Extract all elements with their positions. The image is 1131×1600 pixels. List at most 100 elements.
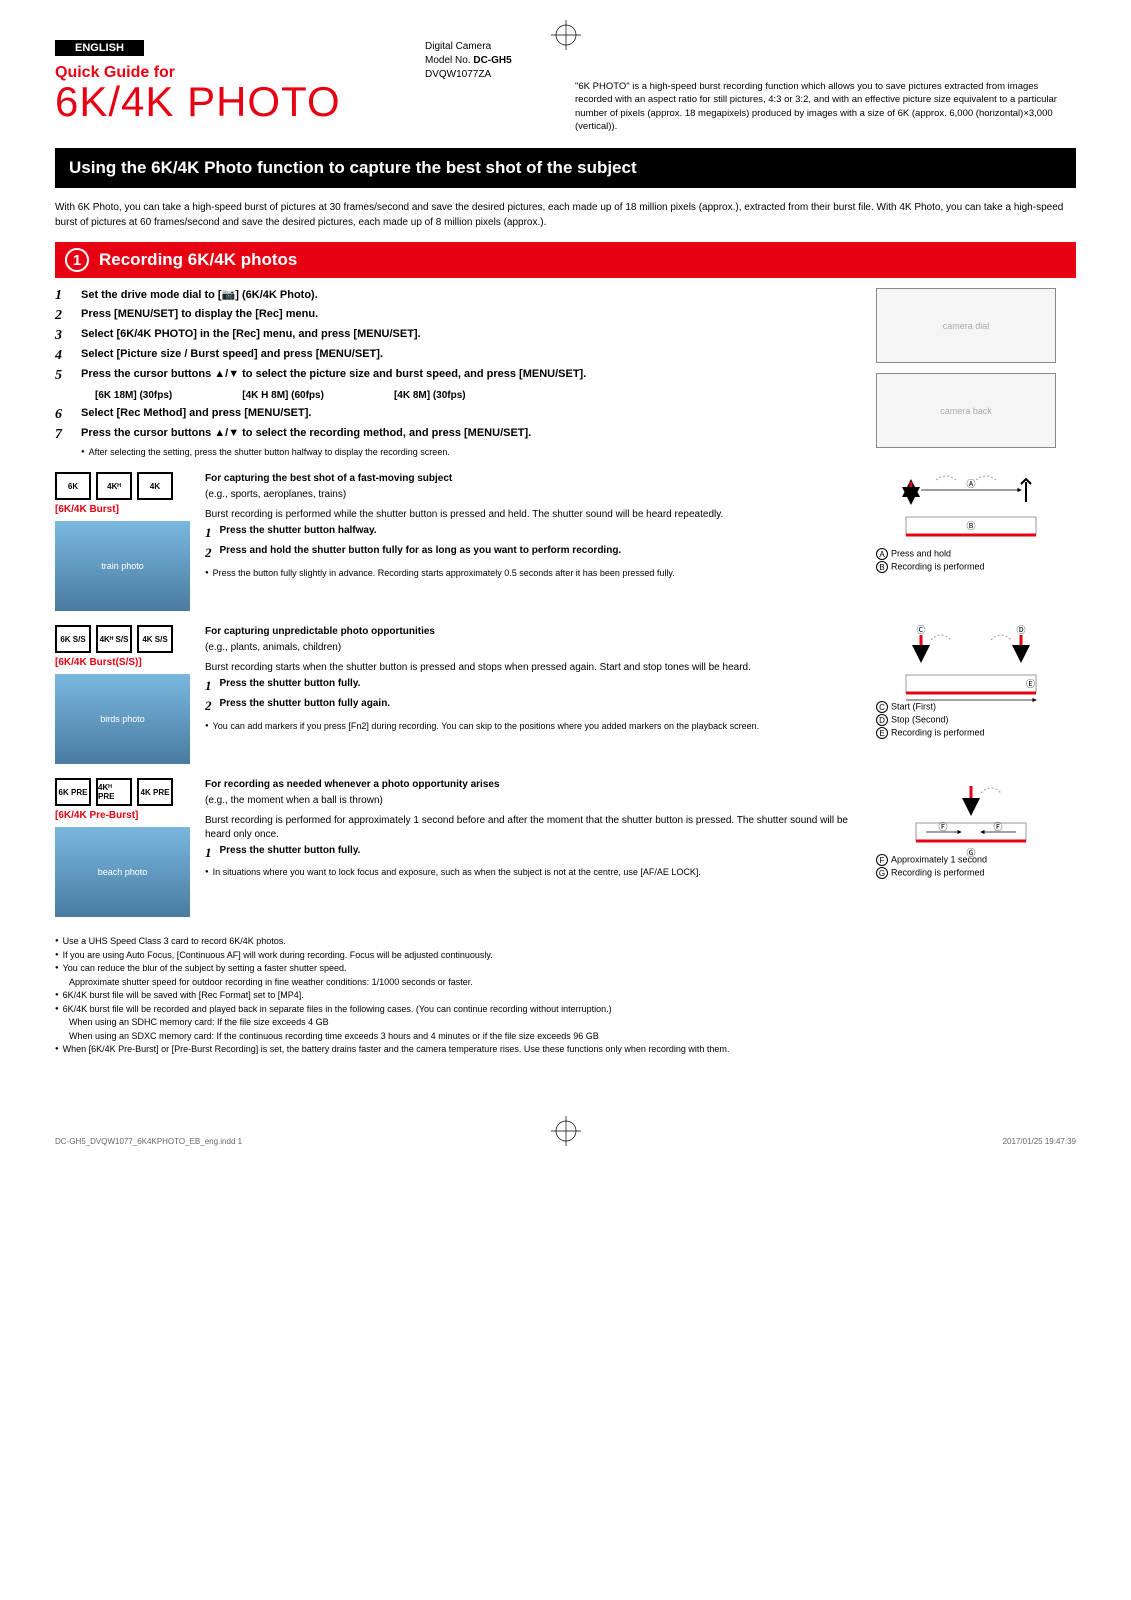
mode-thumbnail: beach photo	[55, 827, 190, 917]
svg-text:Ⓔ: Ⓔ	[1026, 679, 1035, 689]
mode-icon: 4K S/S	[137, 625, 173, 653]
svg-text:Ⓕ: Ⓕ	[938, 822, 947, 832]
mode-description: Burst recording is performed for approxi…	[205, 814, 861, 842]
mode-description: Burst recording starts when the shutter …	[205, 661, 861, 675]
section-heading-recording: 1 Recording 6K/4K photos	[55, 242, 1076, 278]
mode-substep: 2Press the shutter button fully again.	[205, 697, 861, 715]
footnote: If you are using Auto Focus, [Continuous…	[55, 949, 1076, 963]
step-2: 2 Press [MENU/SET] to display the [Rec] …	[55, 308, 861, 324]
step-number: 2	[55, 308, 71, 324]
svg-text:Ⓕ: Ⓕ	[993, 822, 1002, 832]
mode-label: [6K/4K Burst]	[55, 504, 190, 515]
mode-title: For capturing unpredictable photo opport…	[205, 625, 861, 639]
legend-item: APress and hold	[876, 548, 1076, 560]
mode-label: [6K/4K Pre-Burst]	[55, 810, 190, 821]
mode-thumbnail: birds photo	[55, 674, 190, 764]
step-text: Press the cursor buttons ▲/▼ to select t…	[81, 368, 861, 384]
step-3: 3 Select [6K/4K PHOTO] in the [Rec] menu…	[55, 328, 861, 344]
step-number: 1	[55, 288, 71, 304]
svg-text:Ⓓ: Ⓓ	[1016, 625, 1025, 635]
mode-example: (e.g., sports, aeroplanes, trains)	[205, 488, 861, 502]
mode-thumbnail: train photo	[55, 521, 190, 611]
footnote: Use a UHS Speed Class 3 card to record 6…	[55, 935, 1076, 949]
legend-item: GRecording is performed	[876, 867, 1076, 879]
product-type: Digital Camera	[425, 40, 545, 54]
step-7: 7 Press the cursor buttons ▲/▼ to select…	[55, 427, 861, 443]
step-text: Select [6K/4K PHOTO] in the [Rec] menu, …	[81, 328, 861, 344]
option-4k: [4K 8M] (30fps)	[394, 390, 466, 401]
section-title: Recording 6K/4K photos	[99, 250, 297, 270]
steps-column: 1 Set the drive mode dial to [📷] (6K/4K …	[55, 288, 861, 458]
mode-icon: 4Kᴴ PRE	[96, 778, 132, 806]
footnote-sub: Approximate shutter speed for outdoor re…	[65, 976, 1076, 990]
section-heading-using: Using the 6K/4K Photo function to captur…	[55, 148, 1076, 188]
footnote: 6K/4K burst file will be saved with [Rec…	[55, 989, 1076, 1003]
footnote-sub: When using an SDXC memory card: If the c…	[65, 1030, 1076, 1044]
step-text: Select [Rec Method] and press [MENU/SET]…	[81, 407, 861, 423]
step-text: Set the drive mode dial to [📷] (6K/4K Ph…	[81, 288, 861, 304]
option-6k: [6K 18M] (30fps)	[95, 390, 172, 401]
step-6: 6 Select [Rec Method] and press [MENU/SE…	[55, 407, 861, 423]
step-number: 4	[55, 348, 71, 364]
footnotes: Use a UHS Speed Class 3 card to record 6…	[55, 935, 1076, 1057]
indesign-timestamp: 2017/01/25 19:47:39	[1003, 1137, 1076, 1146]
mode-icon-row: 6K S/S4Kᴴ S/S4K S/S	[55, 625, 190, 653]
mode-note: You can add markers if you press [Fn2] d…	[213, 720, 759, 733]
mode-substep: 1Press the shutter button halfway.	[205, 524, 861, 542]
header-blurb: "6K PHOTO" is a high-speed burst recordi…	[575, 40, 1076, 133]
camera-back-illustration: camera back	[876, 373, 1056, 448]
mode-title: For capturing the best shot of a fast-mo…	[205, 472, 861, 486]
mode-icon: 4Kᴴ S/S	[96, 625, 132, 653]
mode-description: Burst recording is performed while the s…	[205, 508, 861, 522]
mode-note: In situations where you want to lock foc…	[213, 866, 701, 879]
mode-block-1: 6K S/S4Kᴴ S/S4K S/S [6K/4K Burst(S/S)] b…	[55, 625, 1076, 764]
camera-top-illustration: camera dial	[876, 288, 1056, 363]
footnote-sub: When using an SDHC memory card: If the f…	[65, 1016, 1076, 1030]
intro-paragraph: With 6K Photo, you can take a high-speed…	[55, 200, 1076, 230]
mode-icon: 4K	[137, 472, 173, 500]
legend-item: DStop (Second)	[876, 714, 1076, 726]
step-4: 4 Select [Picture size / Burst speed] an…	[55, 348, 861, 364]
step-text: Press [MENU/SET] to display the [Rec] me…	[81, 308, 861, 324]
step-text: Select [Picture size / Burst speed] and …	[81, 348, 861, 364]
mode-example: (e.g., the moment when a ball is thrown)	[205, 794, 861, 808]
svg-text:Ⓐ: Ⓐ	[966, 479, 975, 489]
picture-size-options: [6K 18M] (30fps) [4K H 8M] (60fps) [4K 8…	[95, 390, 861, 401]
step7-note: After selecting the setting, press the s…	[89, 447, 450, 457]
registration-mark-bottom	[551, 1116, 581, 1146]
mode-label: [6K/4K Burst(S/S)]	[55, 657, 190, 668]
mode-substep: 1Press the shutter button fully.	[205, 844, 861, 862]
mode-icon: 6K S/S	[55, 625, 91, 653]
mode-block-2: 6K PRE4Kᴴ PRE4K PRE [6K/4K Pre-Burst] be…	[55, 778, 1076, 917]
mode-block-0: 6K4Kᴴ4K [6K/4K Burst] train photo For ca…	[55, 472, 1076, 611]
mode-title: For recording as needed whenever a photo…	[205, 778, 861, 792]
mode-note: Press the button fully slightly in advan…	[213, 567, 675, 580]
step-5: 5 Press the cursor buttons ▲/▼ to select…	[55, 368, 861, 384]
step-number: 6	[55, 407, 71, 423]
step-number: 7	[55, 427, 71, 443]
timing-diagram: Ⓐ Ⓑ	[876, 472, 1066, 542]
footnote: You can reduce the blur of the subject b…	[55, 962, 1076, 976]
step-number: 3	[55, 328, 71, 344]
footnote: When [6K/4K Pre-Burst] or [Pre-Burst Rec…	[55, 1043, 1076, 1057]
option-4kh: [4K H 8M] (60fps)	[242, 390, 324, 401]
mode-substep: 2Press and hold the shutter button fully…	[205, 544, 861, 562]
mode-icon: 4Kᴴ	[96, 472, 132, 500]
footnote: 6K/4K burst file will be recorded and pl…	[55, 1003, 1076, 1017]
document-title: 6K/4K PHOTO	[55, 78, 395, 126]
step-1: 1 Set the drive mode dial to [📷] (6K/4K …	[55, 288, 861, 304]
mode-icon: 6K PRE	[55, 778, 91, 806]
document-number: DVQW1077ZA	[425, 68, 545, 82]
mode-icon-row: 6K4Kᴴ4K	[55, 472, 190, 500]
svg-text:Ⓖ: Ⓖ	[966, 848, 975, 858]
timing-diagram: Ⓕ Ⓕ Ⓖ	[876, 778, 1066, 848]
mode-icon: 4K PRE	[137, 778, 173, 806]
indesign-filename: DC-GH5_DVQW1077_6K4KPHOTO_EB_eng.indd 1	[55, 1137, 242, 1146]
mode-icon-row: 6K PRE4Kᴴ PRE4K PRE	[55, 778, 190, 806]
step-text: Press the cursor buttons ▲/▼ to select t…	[81, 427, 861, 443]
mode-example: (e.g., plants, animals, children)	[205, 641, 861, 655]
step-number: 5	[55, 368, 71, 384]
timing-diagram: Ⓒ Ⓓ Ⓔ	[876, 625, 1066, 695]
legend-item: BRecording is performed	[876, 561, 1076, 573]
model-info: Digital Camera Model No. DC-GH5 DVQW1077…	[425, 40, 545, 133]
